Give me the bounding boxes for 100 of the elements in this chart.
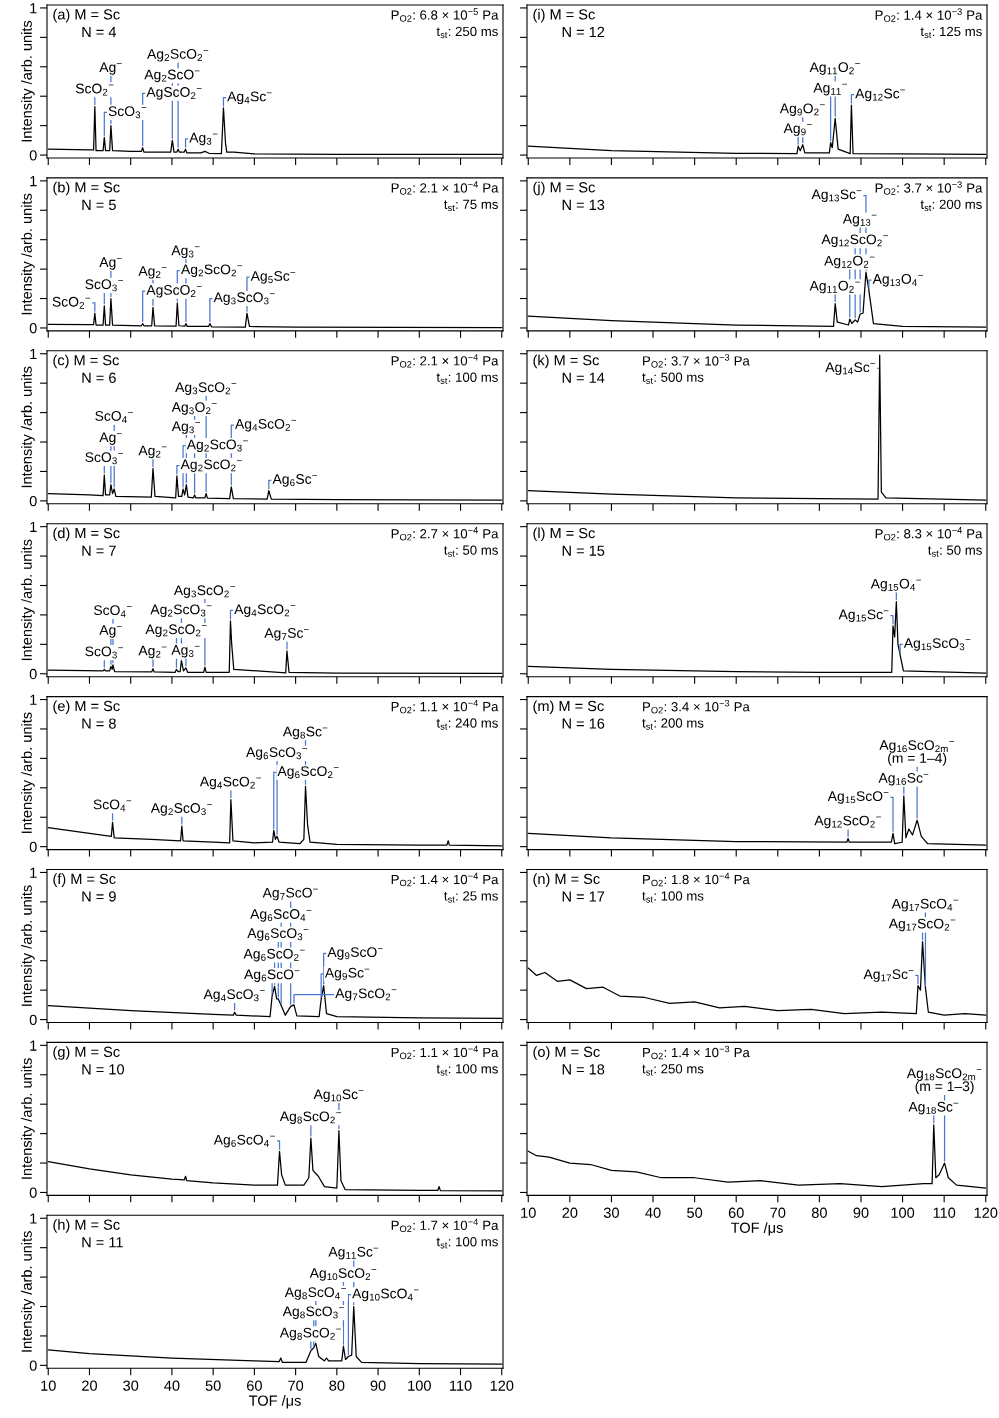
annotation: Ag$_{7}$ScO$_{2}$$^{−}$ (335, 988, 397, 1001)
annotation: Ag$_{16}$ScO$_{2m}$$^{−}$ (m = 1–4) (879, 740, 954, 766)
annotation: Ag$_{2}$ScO$_{3}$$^{−}$ (186, 439, 248, 453)
annotation: Ag$_{15}$ScO$^{−}$ (827, 791, 889, 804)
annotation: Ag$_{3}$$^{−}$ (189, 132, 218, 146)
text: N = 18 (562, 1064, 605, 1075)
annotation: P$_{O2}$: 1.4 × 10$^{−3}$ Pa (875, 8, 983, 22)
chart-title: (j) M = Sc (533, 181, 595, 196)
x-tick-label: 20 (562, 1207, 578, 1218)
annotation: t$_{st}$: 100 ms (642, 891, 704, 903)
annotation: Ag$_{2}$$^{−}$ (138, 266, 167, 279)
y-tick-label: 1 (30, 694, 37, 705)
y-tick-label: 0 (29, 150, 37, 161)
annotation: t$_{st}$: 100 ms (436, 372, 498, 384)
x-tick-label: 60 (247, 1380, 262, 1391)
annotation: Ag$_{2}$ScO$_{2}$$^{−}$ (180, 459, 242, 472)
annotation: Ag$_{10}$ScO$_{4}$$^{−}$ (352, 1288, 419, 1302)
annotation: Ag$_{2}$$^{−}$ (138, 645, 167, 659)
chart-title: (g) M = Sc (53, 1046, 120, 1060)
chart-title: (d) M = Sc (53, 527, 120, 542)
annotation: Ag$_{14}$Sc$^{−}$ (825, 362, 876, 375)
y-axis-title: Intensity /arb. units (21, 20, 35, 142)
annotation: P$_{O2}$: 1.1 × 10$^{−4}$ Pa (391, 699, 499, 714)
x-tick-label: 80 (811, 1207, 827, 1218)
y-axis-title: Intensity /arb. units (21, 539, 35, 661)
annotation: P$_{O2}$: 6.8 × 10$^{−5}$ Pa (391, 8, 499, 22)
x-axis-title: TOF /μs (248, 1395, 301, 1409)
chart-title: (i) M = Sc (533, 8, 595, 23)
annotation: Ag$_{16}$Sc$^{−}$ (878, 772, 929, 786)
annotation: Ag$_{11}$Sc$^{−}$ (328, 1246, 379, 1260)
text: N = 4 (82, 26, 117, 37)
annotation: t$_{st}$: 50 ms (927, 545, 982, 557)
annotation: ScO$_{2}$$^{−}$ (75, 83, 114, 96)
annotation: ScO$_{3}$$^{−}$ (85, 452, 123, 465)
annotation: Ag$_{17}$Sc$^{−}$ (863, 969, 914, 982)
annotation: t$_{st}$: 50 ms (444, 545, 498, 557)
annotation: Ag$_{6}$ScO$_{3}$$^{−}$ (246, 747, 308, 760)
annotation: Ag$_{4}$ScO$_{2}$$^{−}$ (235, 418, 297, 432)
y-axis-title: Intensity /arb. units (21, 885, 35, 1006)
annotation: t$_{st}$: 200 ms (642, 718, 704, 730)
annotation: Ag$_{10}$Sc$^{−}$ (313, 1089, 364, 1102)
annotation: t$_{st}$: 25 ms (444, 891, 498, 903)
y-axis-title: Intensity /arb. units (21, 1231, 35, 1352)
annotation: P$_{O2}$: 1.4 × 10$^{−4}$ Pa (391, 872, 499, 887)
y-tick-label: 1 (30, 867, 37, 878)
annotation: Ag$_{3}$ScO$_{3}$$^{−}$ (213, 292, 275, 305)
annotation: P$_{O2}$: 8.3 × 10$^{−4}$ Pa (875, 527, 983, 541)
chart-title: (c) M = Sc (53, 354, 119, 369)
annotation: Ag$^{−}$ (99, 257, 122, 270)
text: N = 12 (562, 26, 605, 37)
y-tick-label: 0 (29, 1014, 37, 1025)
annotation: Ag$_{18}$ScO$_{2m}$$^{−}$ (m = 1–3) (906, 1068, 982, 1094)
annotation: Ag$_{3}$O$_{2}$$^{−}$ (171, 402, 217, 415)
annotation: P$_{O2}$: 2.1 × 10$^{−4}$ Pa (391, 354, 499, 368)
annotation: Ag$_{2}$ScO$^{−}$ (144, 69, 200, 83)
x-tick-label: 50 (205, 1380, 221, 1391)
annotation: Ag$_{8}$Sc$^{−}$ (282, 726, 328, 740)
x-tick-label: 110 (450, 1380, 472, 1391)
chart-title: (e) M = Sc (53, 700, 120, 715)
annotation: Ag$_{6}$ScO$_{4}$$^{−}$ (213, 1134, 275, 1148)
annotation: P$_{O2}$: 1.1 × 10$^{−4}$ Pa (391, 1045, 499, 1060)
annotation: Ag$_{3}$$^{−}$ (171, 245, 200, 259)
annotation: P$_{O2}$: 3.4 × 10$^{−3}$ Pa (643, 699, 750, 714)
annotation: t$_{st}$: 100 ms (436, 1237, 498, 1249)
x-tick-label: 30 (603, 1207, 619, 1218)
annotation: t$_{st}$: 100 ms (436, 1064, 498, 1076)
annotation: Ag$_{2}$ScO$_{2}$$^{−}$ (145, 624, 207, 637)
annotation: Ag$_{9}$ScO$^{−}$ (327, 947, 383, 960)
y-tick-label: 1 (30, 1040, 37, 1051)
annotation: P$_{O2}$: 3.7 × 10$^{−3}$ Pa (875, 181, 983, 195)
annotation: Ag$^{−}$ (99, 625, 122, 638)
y-axis-title: Intensity /arb. units (21, 712, 35, 833)
annotation: Ag$_{4}$Sc$^{−}$ (227, 91, 272, 105)
text: N = 7 (82, 545, 116, 556)
text: N = 9 (82, 891, 116, 902)
text: N = 14 (562, 372, 605, 383)
y-tick-label: 1 (30, 348, 37, 360)
annotation: t$_{st}$: 75 ms (444, 199, 498, 212)
x-tick-label: 70 (770, 1207, 786, 1218)
x-tick-label: 100 (408, 1380, 431, 1391)
x-tick-label: 30 (123, 1380, 139, 1391)
y-tick-label: 0 (29, 323, 37, 334)
annotation: t$_{st}$: 250 ms (436, 26, 498, 39)
x-tick-label: 20 (82, 1380, 98, 1391)
annotation: t$_{st}$: 125 ms (920, 26, 982, 39)
annotation: P$_{O2}$: 1.8 × 10$^{−4}$ Pa (643, 872, 750, 887)
annotation: Ag$_{11}$O$_{2}$$^{−}$ (809, 280, 860, 294)
annotation: Ag$_{17}$ScO$_{2}$$^{−}$ (888, 918, 956, 932)
annotation: AgScO$_{2}$$^{−}$ (146, 87, 202, 100)
annotation: Ag$_{15}$ScO$_{3}$$^{−}$ (903, 638, 971, 651)
annotation: Ag$_{13}$$^{−}$ (842, 213, 877, 227)
annotation: Ag$^{−}$ (99, 432, 122, 445)
y-tick-label: 1 (30, 521, 37, 532)
annotation: P$_{O2}$: 2.1 × 10$^{−4}$ Pa (391, 181, 499, 195)
annotation: Ag$_{5}$Sc$^{−}$ (250, 271, 296, 284)
annotation: ScO$_{3}$$^{−}$ (85, 646, 123, 659)
annotation: Ag$_{6}$ScO$_{2}$$^{−}$ (243, 948, 305, 962)
annotation: Ag$_{13}$Sc$^{−}$ (811, 189, 862, 202)
y-tick-label: 0 (29, 841, 37, 853)
x-tick-label: 120 (490, 1380, 514, 1391)
